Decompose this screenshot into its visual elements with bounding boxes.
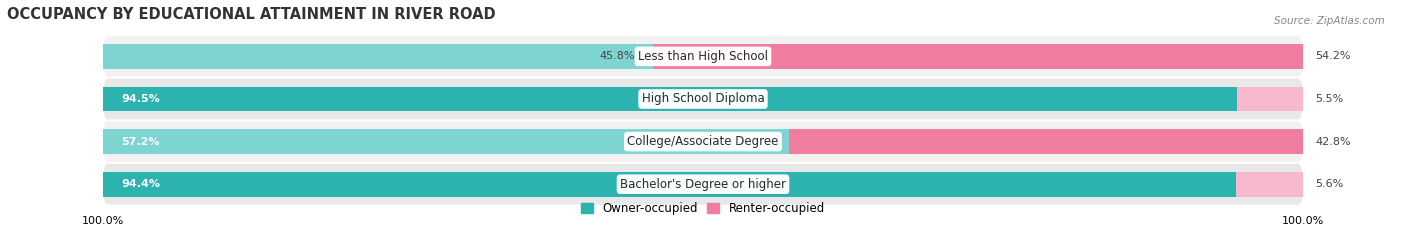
Text: 5.6%: 5.6%: [1315, 179, 1343, 189]
Bar: [652, 44, 1303, 69]
FancyBboxPatch shape: [103, 79, 1303, 120]
Legend: Owner-occupied, Renter-occupied: Owner-occupied, Renter-occupied: [581, 202, 825, 215]
Bar: [103, 129, 789, 154]
FancyBboxPatch shape: [103, 121, 1303, 162]
Bar: [1237, 87, 1303, 111]
Text: 45.8%: 45.8%: [599, 51, 634, 61]
Bar: [1236, 172, 1303, 197]
Bar: [103, 44, 652, 69]
Text: College/Associate Degree: College/Associate Degree: [627, 135, 779, 148]
Text: 5.5%: 5.5%: [1315, 94, 1343, 104]
Text: Less than High School: Less than High School: [638, 50, 768, 63]
Text: 94.5%: 94.5%: [121, 94, 160, 104]
Text: OCCUPANCY BY EDUCATIONAL ATTAINMENT IN RIVER ROAD: OCCUPANCY BY EDUCATIONAL ATTAINMENT IN R…: [7, 7, 495, 22]
Text: 94.4%: 94.4%: [121, 179, 160, 189]
Text: 57.2%: 57.2%: [121, 137, 159, 147]
Text: 42.8%: 42.8%: [1315, 137, 1351, 147]
Text: Source: ZipAtlas.com: Source: ZipAtlas.com: [1274, 16, 1385, 26]
Text: 54.2%: 54.2%: [1315, 51, 1351, 61]
Text: Bachelor's Degree or higher: Bachelor's Degree or higher: [620, 178, 786, 191]
Text: High School Diploma: High School Diploma: [641, 93, 765, 106]
Bar: [103, 87, 1237, 111]
Bar: [789, 129, 1303, 154]
FancyBboxPatch shape: [103, 36, 1303, 77]
FancyBboxPatch shape: [103, 164, 1303, 205]
Bar: [103, 172, 1236, 197]
